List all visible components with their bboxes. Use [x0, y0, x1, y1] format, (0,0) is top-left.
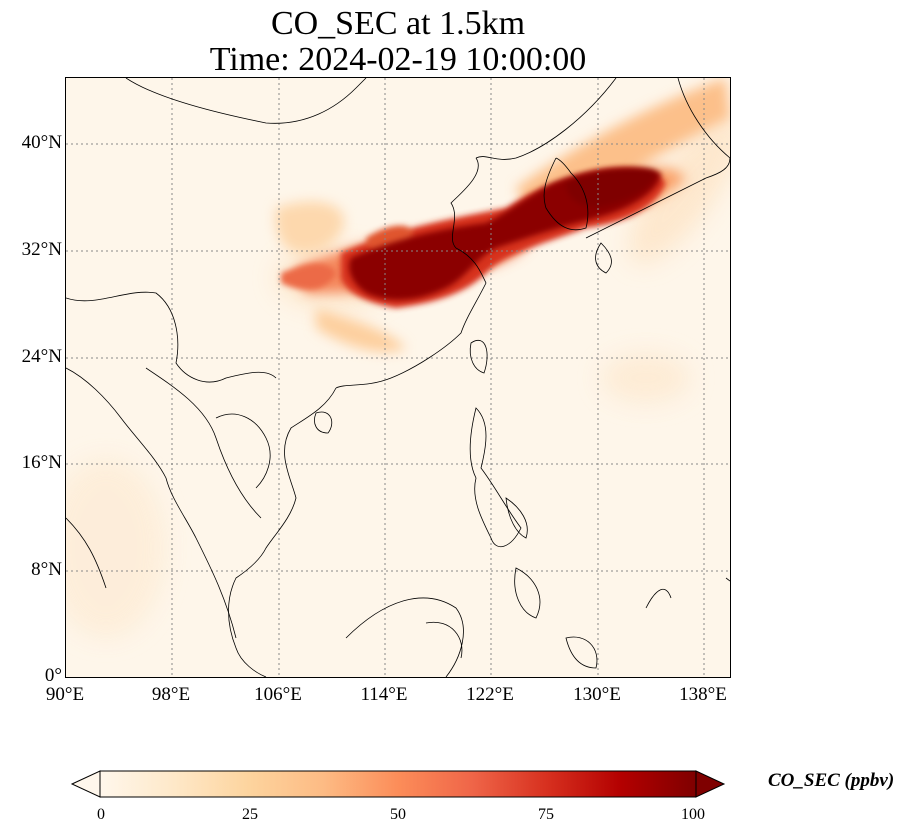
coastlines-and-borders [66, 78, 730, 677]
lat-tick-label: 40°N [21, 132, 62, 153]
map-canvas [66, 78, 730, 677]
colorbar-tick-label: 75 [538, 806, 554, 823]
map-title: CO_SEC at 1.5km [270, 5, 526, 42]
lat-tick-label: 24°N [21, 346, 62, 367]
lon-tick-label: 122°E [466, 684, 514, 705]
lon-tick-label: 138°E [679, 684, 727, 705]
colorbar-tick-label: 50 [390, 806, 406, 823]
lat-tick-label: 16°N [21, 452, 62, 473]
colorbar [70, 770, 726, 798]
colorbar-tick-label: 100 [681, 806, 705, 823]
colorbar-tick-label: 0 [97, 806, 105, 823]
lon-tick-label: 130°E [573, 684, 621, 705]
lat-tick-label: 0° [44, 665, 62, 686]
lon-tick-label: 90°E [45, 684, 85, 705]
colorbar-gradient [70, 770, 726, 798]
lon-tick-label: 98°E [151, 684, 191, 705]
lat-tick-label: 32°N [21, 239, 62, 260]
colorbar-extend-min [70, 770, 101, 798]
colorbar-label: CO_SEC (ppbv) [768, 770, 895, 791]
map-panel [65, 77, 731, 678]
colorbar-extend-max [695, 770, 726, 798]
lat-tick-label: 8°N [31, 559, 62, 580]
lon-tick-label: 114°E [360, 684, 408, 705]
colorbar-tick-label: 25 [242, 806, 258, 823]
map-time-subtitle: Time: 2024-02-19 10:00:00 [209, 41, 587, 78]
co-plume-field [66, 78, 730, 638]
lon-tick-label: 106°E [254, 684, 302, 705]
